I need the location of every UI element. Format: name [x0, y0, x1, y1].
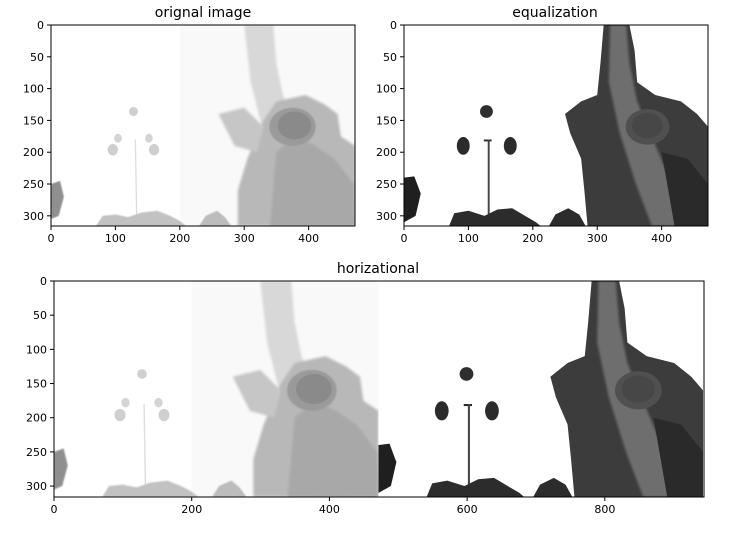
y-tick-label: 50	[30, 51, 44, 64]
x-tick-label: 0	[401, 232, 408, 245]
horizontal-image	[54, 281, 703, 497]
subplot-title-equalization: equalization	[512, 5, 597, 21]
subplot-title-horizontal: horizational	[337, 261, 419, 277]
subplot-equalization: equalization 0 100 200 300 400 0 50 100 150 200 25…	[376, 5, 709, 245]
x-tick-label: 300	[587, 232, 608, 245]
y-tick-label: 0	[390, 19, 397, 32]
x-tick-label: 0	[48, 232, 55, 245]
x-tick-label: 400	[298, 232, 319, 245]
x-tick-label: 800	[594, 503, 615, 516]
y-tick-label: 0	[40, 275, 47, 288]
axes-frame-equalization	[403, 24, 709, 227]
y-tick-label: 200	[26, 412, 47, 425]
y-tick-label: 100	[26, 343, 47, 356]
x-tick-label: 0	[51, 503, 58, 516]
y-tick-label: 50	[33, 309, 47, 322]
subplot-original: orignal image 0 100 200 300 400 0 50 100 150 200 2…	[23, 5, 356, 245]
y-tick-label: 150	[26, 378, 47, 391]
ticks-equalization: 0 100 200 300 400 0 50 100 150 200 250 300	[376, 19, 672, 245]
y-tick-label: 250	[26, 446, 47, 459]
y-tick-label: 100	[23, 83, 44, 96]
y-tick-label: 250	[376, 178, 397, 191]
subplot-title-original: orignal image	[155, 5, 252, 21]
equalized-image	[404, 25, 708, 226]
axes-frame-horizontal	[53, 280, 705, 498]
x-tick-label: 600	[457, 503, 478, 516]
subplot-horizontal: horizational 0 200 400 600 800 0 50 100 150 200 25…	[26, 261, 705, 516]
x-tick-label: 400	[651, 232, 672, 245]
y-tick-label: 300	[26, 480, 47, 493]
y-tick-label: 250	[23, 178, 44, 191]
ticks-original: 0 100 200 300 400 0 50 100 150 200 250 300	[23, 19, 319, 245]
x-tick-label: 100	[105, 232, 126, 245]
x-tick-label: 200	[181, 503, 202, 516]
x-tick-label: 100	[458, 232, 479, 245]
y-tick-label: 300	[23, 210, 44, 223]
ticks-horizontal: 0 200 400 600 800 0 50 100 150 200 250 300	[26, 275, 615, 516]
x-tick-label: 300	[234, 232, 255, 245]
y-tick-label: 0	[37, 19, 44, 32]
y-tick-label: 100	[376, 83, 397, 96]
y-tick-label: 150	[23, 114, 44, 127]
y-tick-label: 200	[23, 146, 44, 159]
y-tick-label: 200	[376, 146, 397, 159]
x-tick-label: 200	[522, 232, 543, 245]
original-image	[51, 25, 355, 226]
y-tick-label: 50	[383, 51, 397, 64]
y-tick-label: 150	[376, 114, 397, 127]
x-tick-label: 400	[319, 503, 340, 516]
axes-frame-original	[50, 24, 356, 227]
y-tick-label: 300	[376, 210, 397, 223]
x-tick-label: 200	[169, 232, 190, 245]
